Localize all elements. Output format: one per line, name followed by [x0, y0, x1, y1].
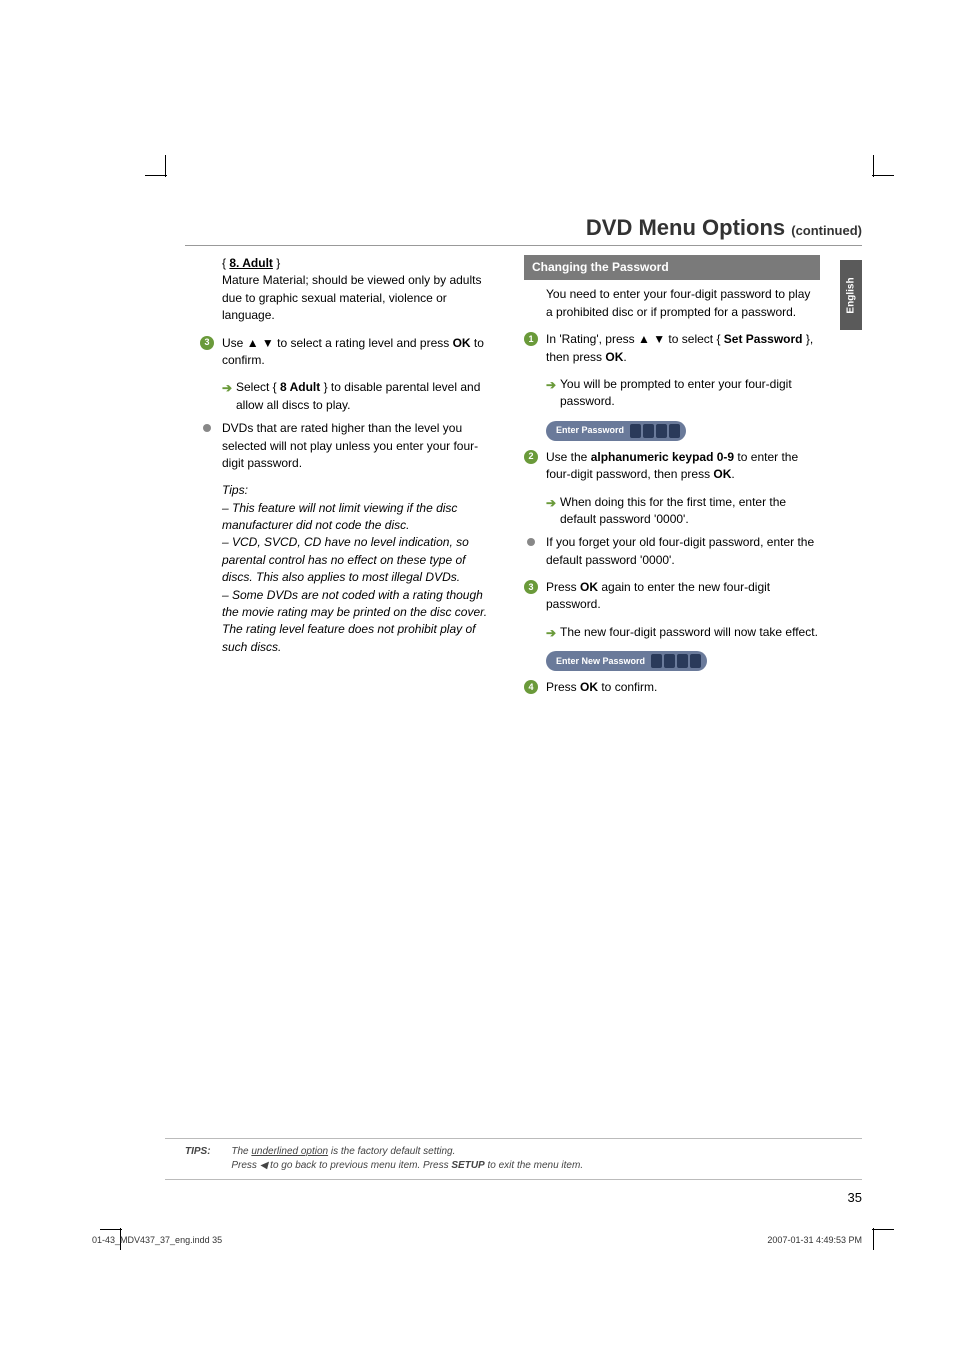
crop-mark-tl [145, 155, 185, 195]
left-bullet-1: DVDs that are rated higher than the leve… [200, 420, 496, 472]
s1-sub: ➔ You will be prompted to enter your fou… [524, 376, 820, 411]
crop-mark-tr [854, 155, 894, 195]
pw1-cells [630, 424, 680, 438]
language-label: English [846, 277, 857, 313]
step-num-1: 1 [524, 332, 538, 346]
step-3: 3 Use to select a rating level and press… [200, 335, 496, 370]
adult-label: 8. Adult [229, 256, 273, 270]
pw-step-1: 1 In 'Rating', press to select { Set Pas… [524, 331, 820, 366]
pw-cell [630, 424, 641, 438]
tips-footer-line1-a: The [231, 1146, 251, 1157]
print-timestamp: 2007-01-31 4:49:53 PM [767, 1235, 862, 1245]
tips-footer-label: TIPS: [185, 1146, 211, 1157]
s2-a: Use the [546, 450, 591, 464]
s2-kpd: alphanumeric keypad 0-9 [591, 450, 734, 464]
tips-1: – This feature will not limit viewing if… [222, 500, 496, 535]
arrow-icon: ➔ [546, 625, 556, 642]
step3-sub-a: Select { [236, 380, 280, 394]
title-main: DVD Menu Options [586, 215, 791, 240]
left-column: { 8. Adult } Mature Material; should be … [200, 255, 496, 707]
tips-2: – VCD, SVCD, CD have no level indication… [222, 534, 496, 586]
tips-footer-setup: SETUP [451, 1160, 484, 1171]
bullet-icon [527, 538, 535, 546]
tips-3: – Some DVDs are not coded with a rating … [222, 587, 496, 657]
pw-step-3: 3 Press OK again to enter the new four-d… [524, 579, 820, 614]
page-number: 35 [848, 1190, 862, 1205]
content-columns: { 8. Adult } Mature Material; should be … [200, 255, 820, 707]
s3-sub: ➔ The new four-digit password will now t… [524, 624, 820, 641]
pw1-label: Enter Password [556, 424, 624, 437]
step3-text-b: to select a rating level and press [274, 336, 453, 350]
print-footer: 01-43_MDV437_37_eng.indd 35 2007-01-31 4… [92, 1235, 862, 1245]
password-intro: You need to enter your four-digit passwo… [546, 286, 820, 321]
pw-cell [656, 424, 667, 438]
down-icon [262, 336, 274, 350]
tips-footer-line2-a: Press [231, 1160, 259, 1171]
enter-password-box: Enter Password [546, 421, 686, 441]
s1-sub-text: You will be prompted to enter your four-… [560, 377, 792, 408]
arrow-icon: ➔ [546, 377, 556, 394]
section-changing-password: Changing the Password [524, 255, 820, 280]
pw-step-4: 4 Press OK to confirm. [524, 679, 820, 696]
s2-c: . [731, 467, 734, 481]
tips-heading: Tips: [222, 482, 496, 499]
rating-8-adult: { 8. Adult } Mature Material; should be … [222, 255, 496, 325]
s3-ok: OK [580, 580, 598, 594]
pw-step-2: 2 Use the alphanumeric keypad 0-9 to ent… [524, 449, 820, 484]
s1-b: to select { [665, 332, 724, 346]
pw-cell [651, 654, 662, 668]
s1-d: . [623, 350, 626, 364]
step-num-3: 3 [200, 336, 214, 350]
step3-text-a: Use [222, 336, 247, 350]
tips-footer-line2-c: to exit the menu item. [485, 1160, 583, 1171]
page-title: DVD Menu Options (continued) [586, 215, 862, 241]
pw-cell [664, 654, 675, 668]
right-column: Changing the Password You need to enter … [524, 255, 820, 707]
language-tab: English [840, 260, 862, 330]
arrow-icon: ➔ [222, 380, 232, 397]
s1-opt: Set Password [724, 332, 803, 346]
step3-sub: ➔ Select { 8 Adult } to disable parental… [200, 379, 496, 414]
s2-ok: OK [713, 467, 731, 481]
s4-b: to confirm. [598, 680, 657, 694]
tips-footer-line2-b: to go back to previous menu item. Press [267, 1160, 451, 1171]
bullet-icon [203, 424, 211, 432]
s4-a: Press [546, 680, 580, 694]
forgot-password-bullet: If you forget your old four-digit passwo… [524, 534, 820, 569]
tips-footer-underlined: underlined option [251, 1146, 328, 1157]
adult-desc: Mature Material; should be viewed only b… [222, 273, 481, 322]
up-icon [247, 336, 259, 350]
pw-cell [669, 424, 680, 438]
s4-ok: OK [580, 680, 598, 694]
step-num-4: 4 [524, 680, 538, 694]
s2-sub: ➔ When doing this for the first time, en… [524, 494, 820, 529]
down-icon [653, 332, 665, 346]
tips-footer: TIPS: The underlined option is the facto… [165, 1138, 862, 1180]
pw-cell [690, 654, 701, 668]
title-continued: (continued) [791, 223, 862, 238]
up-icon [638, 332, 650, 346]
step-num-3b: 3 [524, 580, 538, 594]
s1-ok: OK [605, 350, 623, 364]
s2-sub-text: When doing this for the first time, ente… [560, 495, 786, 526]
enter-new-password-box: Enter New Password [546, 651, 707, 671]
title-rule [185, 245, 862, 246]
step3-ok: OK [453, 336, 471, 350]
arrow-icon: ➔ [546, 495, 556, 512]
pw2-label: Enter New Password [556, 655, 645, 668]
s3-a: Press [546, 580, 580, 594]
print-file: 01-43_MDV437_37_eng.indd 35 [92, 1235, 222, 1245]
pw-cell [643, 424, 654, 438]
pw-cell [677, 654, 688, 668]
pw2-cells [651, 654, 701, 668]
forgot-password-text: If you forget your old four-digit passwo… [546, 535, 814, 566]
step-num-2: 2 [524, 450, 538, 464]
tips-footer-line1-b: is the factory default setting. [328, 1146, 455, 1157]
s3-sub-text: The new four-digit password will now tak… [560, 625, 818, 639]
left-bullet-1-text: DVDs that are rated higher than the leve… [222, 421, 478, 470]
step3-sub-opt: 8 Adult [280, 380, 320, 394]
s1-a: In 'Rating', press [546, 332, 638, 346]
